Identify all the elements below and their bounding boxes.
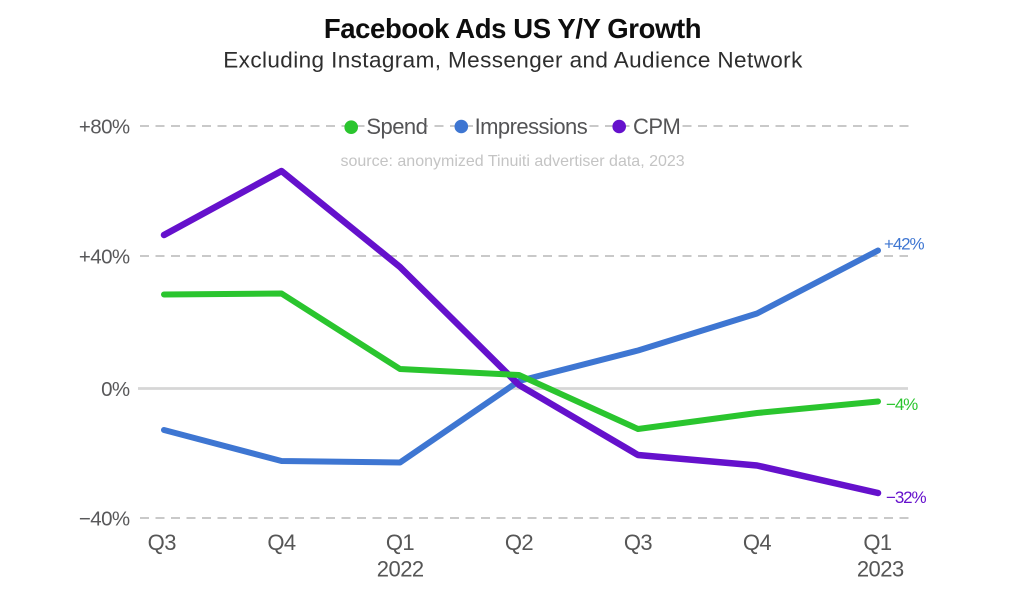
svg-text:2022: 2022 <box>377 557 424 582</box>
svg-text:+40%: +40% <box>79 246 130 269</box>
svg-text:−32%: −32% <box>886 488 927 507</box>
svg-text:−4%: −4% <box>886 395 918 414</box>
svg-text:+42%: +42% <box>884 234 925 253</box>
svg-text:Q3: Q3 <box>624 530 653 555</box>
svg-text:2023: 2023 <box>857 556 904 581</box>
svg-text:Q2: Q2 <box>505 530 534 555</box>
svg-text:Q1: Q1 <box>386 530 415 555</box>
svg-text:Spend: Spend <box>366 114 427 139</box>
svg-text:CPM: CPM <box>633 114 680 139</box>
svg-text:source: anonymized Tinuiti adv: source: anonymized Tinuiti advertiser da… <box>340 153 684 170</box>
svg-text:Impressions: Impressions <box>475 114 588 139</box>
svg-text:Q1: Q1 <box>863 530 892 555</box>
svg-text:Facebook Ads US Y/Y Growth: Facebook Ads US Y/Y Growth <box>324 13 701 44</box>
svg-text:−40%: −40% <box>79 508 130 531</box>
svg-text:Q4: Q4 <box>743 530 772 555</box>
svg-text:Q4: Q4 <box>267 530 296 555</box>
svg-text:Q3: Q3 <box>148 530 177 555</box>
svg-text:0%: 0% <box>101 378 130 401</box>
svg-text:Excluding Instagram, Messenger: Excluding Instagram, Messenger and Audie… <box>223 47 803 72</box>
svg-text:+80%: +80% <box>79 116 130 139</box>
